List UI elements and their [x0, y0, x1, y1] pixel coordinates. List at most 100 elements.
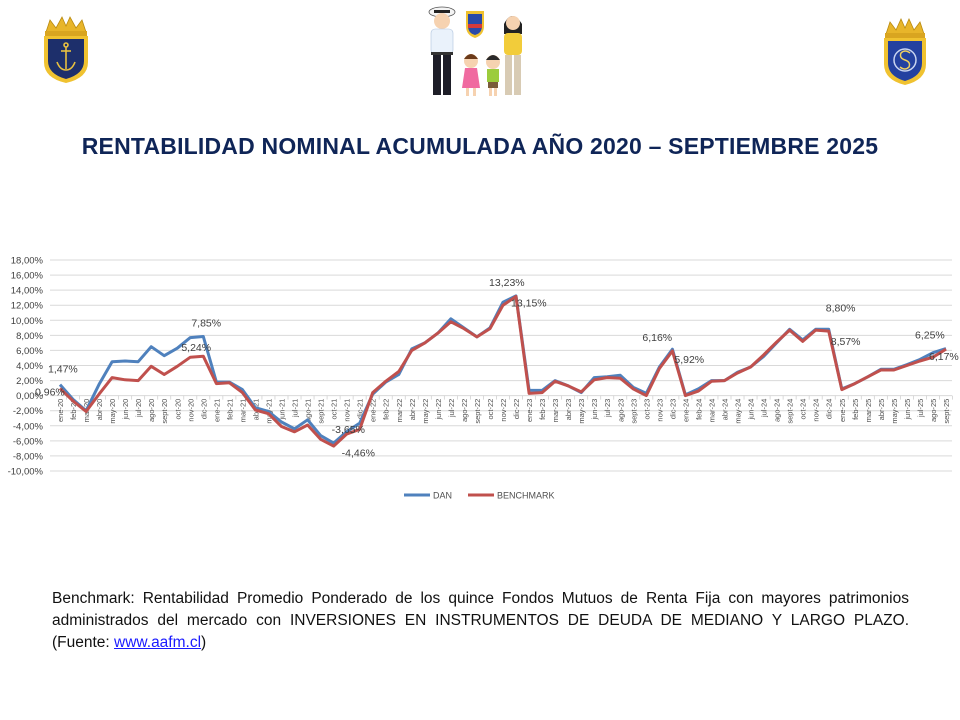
crown-icon — [885, 18, 925, 38]
anchor-icon — [56, 42, 76, 71]
x-tick-label: sept-24 — [786, 399, 795, 424]
x-tick-label: ene-23 — [525, 399, 534, 422]
x-axis-labels: ene-20 feb-20 mar-20 abr-20 may-20 jun-20 jul-… — [56, 395, 953, 424]
x-tick-label: nov-22 — [499, 399, 508, 422]
x-tick-label: oct-20 — [173, 399, 182, 420]
chart-legend: DAN BENCHMARK — [404, 491, 555, 501]
armada-crest-left-logo — [44, 16, 88, 83]
x-tick-label: ene-22 — [369, 399, 378, 422]
x-tick-label: feb-23 — [538, 399, 547, 420]
y-tick-label: -2,00% — [13, 406, 44, 417]
data-label: 5,92% — [674, 354, 704, 366]
x-tick-label: feb-24 — [694, 399, 703, 420]
gridlines — [50, 259, 952, 472]
x-tick-label: sept-20 — [160, 399, 169, 424]
data-labels: 1,47% 0,96% 7,85% 5,24% -3,65% -4,46% 13,23% 13… — [35, 277, 959, 459]
x-tick-label: oct-22 — [486, 399, 495, 420]
x-tick-label: jun-20 — [121, 399, 130, 421]
y-tick-label: 4,00% — [16, 361, 43, 372]
x-tick-label: may-20 — [108, 399, 117, 424]
data-label: -3,65% — [332, 424, 365, 436]
x-tick-label: ago-25 — [929, 399, 938, 422]
x-tick-label: mar-25 — [864, 399, 873, 423]
page-title: RENTABILIDAD NOMINAL ACUMULADA AÑO 2020 … — [81, 133, 879, 159]
x-tick-label: feb-21 — [225, 399, 234, 420]
x-tick-label: dic-23 — [668, 399, 677, 419]
series-line-benchmark — [58, 295, 947, 448]
y-tick-label: -6,00% — [13, 436, 44, 447]
data-label: 13,23% — [489, 277, 525, 289]
source-link[interactable]: www.aafm.cl — [114, 634, 202, 651]
x-tick-label: jul-23 — [603, 399, 612, 418]
y-tick-label: 14,00% — [11, 286, 44, 297]
x-tick-label: dic-24 — [825, 399, 834, 419]
navy-welfare-crest-right-logo — [884, 18, 926, 85]
x-tick-label: mar-24 — [707, 399, 716, 423]
y-tick-label: 16,00% — [11, 271, 44, 282]
x-tick-label: nov-20 — [186, 399, 195, 422]
x-tick-label: feb-20 — [69, 399, 78, 420]
legend-label-benchmark: BENCHMARK — [497, 491, 555, 501]
footnote-text: Benchmark: Rentabilidad Promedio Pondera… — [52, 590, 909, 651]
x-tick-label: abr-23 — [564, 399, 573, 421]
series-lines — [58, 294, 947, 448]
x-tick-label: jul-24 — [760, 399, 769, 418]
data-label: 8,80% — [826, 302, 856, 314]
x-tick-label: ene-20 — [56, 399, 65, 422]
y-tick-label: -8,00% — [13, 451, 44, 462]
y-tick-label: 0,00% — [16, 391, 43, 402]
x-tick-label: jul-21 — [291, 399, 300, 418]
y-axis-labels: 18,00% 16,00% 14,00% 12,00% 10,00% 8,00% 6,00%… — [8, 256, 44, 478]
x-tick-label: sept-21 — [317, 399, 326, 424]
x-tick-label: sept-23 — [629, 399, 638, 424]
x-tick-label: jun-22 — [434, 399, 443, 421]
x-tick-label: jun-25 — [903, 399, 912, 421]
x-tick-label: oct-21 — [330, 399, 339, 420]
x-tick-label: abr-20 — [95, 399, 104, 421]
family-illustration — [428, 6, 522, 96]
x-tick-label: mar-22 — [395, 399, 404, 423]
x-tick-label: may-23 — [577, 399, 586, 424]
x-tick-label: may-22 — [421, 399, 430, 424]
y-tick-label: 10,00% — [11, 316, 44, 327]
x-tick-label: oct-24 — [799, 399, 808, 420]
anchor-s-emblem-icon — [893, 48, 917, 72]
data-label: 1,47% — [48, 364, 78, 376]
x-tick-label: abr-25 — [877, 399, 886, 421]
x-tick-label: ene-21 — [212, 399, 221, 422]
data-label: 0,96% — [35, 386, 65, 398]
y-tick-label: 2,00% — [16, 376, 43, 387]
x-tick-label: ago-23 — [616, 399, 625, 422]
data-label: 7,85% — [191, 317, 221, 329]
y-tick-label: 8,00% — [16, 331, 43, 342]
legend-label-dan: DAN — [433, 491, 452, 501]
x-tick-label: feb-22 — [382, 399, 391, 420]
x-tick-label: jul-20 — [134, 399, 143, 418]
x-tick-label: jun-23 — [590, 399, 599, 421]
x-tick-label: dic-20 — [199, 399, 208, 419]
data-label: 5,24% — [181, 342, 211, 354]
x-tick-label: may-25 — [890, 399, 899, 424]
x-tick-label: abr-24 — [721, 399, 730, 421]
footnote-tail: ) — [201, 634, 207, 651]
y-tick-label: -4,00% — [13, 421, 44, 432]
x-tick-label: nov-23 — [655, 399, 664, 422]
y-tick-label: 12,00% — [11, 301, 44, 312]
x-tick-label: ago-20 — [147, 399, 156, 422]
x-tick-label: dic-21 — [356, 399, 365, 419]
crown-icon — [45, 16, 87, 36]
data-label: -4,46% — [342, 447, 375, 459]
x-tick-label: ene-24 — [681, 399, 690, 422]
y-tick-label: -10,00% — [8, 467, 44, 478]
x-tick-label: ago-22 — [460, 399, 469, 422]
x-tick-label: sept-22 — [473, 399, 482, 424]
x-tick-label: ago-21 — [304, 399, 313, 422]
x-tick-label: may-24 — [734, 399, 743, 424]
data-label: 6,16% — [642, 332, 672, 344]
data-label: 13,15% — [511, 298, 547, 310]
data-label: 6,17% — [929, 351, 959, 363]
x-tick-label: ene-25 — [838, 399, 847, 422]
line-chart: 18,00% 16,00% 14,00% 12,00% 10,00% 8,00% 6,00%… — [8, 256, 959, 501]
x-tick-label: jun-24 — [747, 399, 756, 421]
x-tick-label: dic-22 — [512, 399, 521, 419]
